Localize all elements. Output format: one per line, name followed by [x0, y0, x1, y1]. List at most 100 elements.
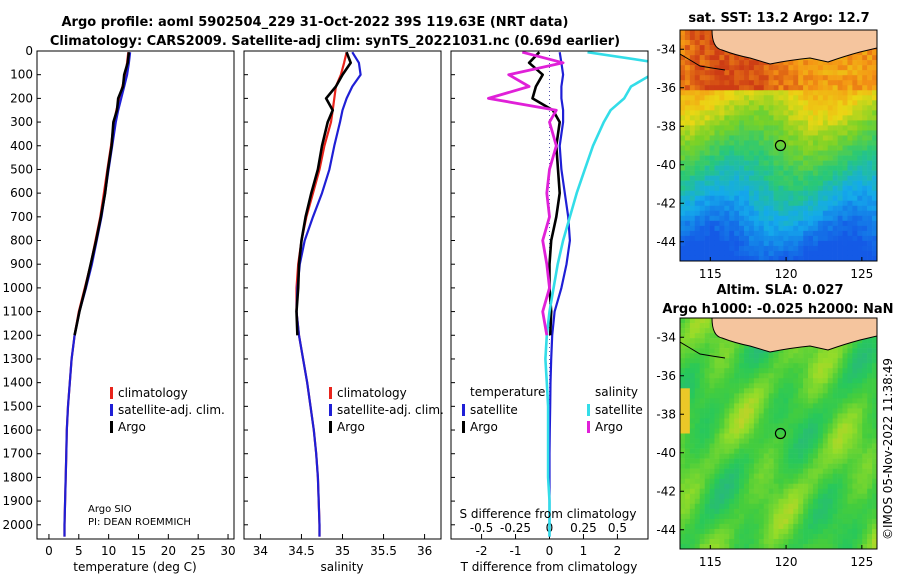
- map-cell: [803, 245, 809, 252]
- map-cell: [734, 215, 740, 222]
- map-cell: [793, 388, 799, 394]
- map-cell: [694, 95, 700, 101]
- map-cell: [812, 180, 819, 186]
- map-cell: [744, 175, 750, 181]
- map-cell: [832, 255, 838, 261]
- map-cell: [753, 125, 760, 131]
- map-cell: [857, 195, 863, 202]
- map-cell: [812, 403, 819, 409]
- map-cell: [724, 538, 730, 545]
- map-cell: [758, 185, 765, 191]
- map-cell: [773, 393, 779, 399]
- map-cell: [694, 180, 700, 186]
- map-cell: [748, 160, 755, 166]
- map-cell: [857, 383, 863, 389]
- map-cell: [808, 513, 814, 520]
- map-cell: [852, 255, 858, 261]
- map-cell: [808, 363, 814, 369]
- series-line-argo: [73, 52, 131, 336]
- map-cell: [704, 145, 710, 151]
- map-cell: [788, 468, 794, 474]
- map-cell: [748, 483, 755, 490]
- map-cell: [822, 393, 829, 399]
- map-cell: [739, 468, 745, 474]
- map-cell: [763, 523, 769, 530]
- map-cell: [803, 383, 809, 389]
- map-cell: [867, 378, 873, 384]
- map-cell: [768, 195, 774, 202]
- map-cell: [724, 508, 730, 515]
- map-cell: [778, 418, 784, 424]
- map-cell: [842, 185, 848, 191]
- map-cell: [798, 70, 804, 76]
- map-cell: [788, 473, 794, 479]
- map-cell: [734, 453, 740, 459]
- map-cell: [773, 225, 779, 232]
- map-cell: [778, 180, 784, 186]
- map-cell: [817, 215, 824, 222]
- map-cell: [803, 408, 809, 414]
- map-cell: [822, 255, 829, 261]
- map-cell: [714, 145, 720, 151]
- map-cell: [827, 458, 833, 464]
- map-cell: [832, 523, 838, 530]
- map-cell: [684, 215, 691, 222]
- map-cell: [694, 353, 700, 359]
- map-cell: [758, 538, 765, 545]
- map-cell: [753, 250, 760, 257]
- map-cell: [709, 100, 715, 106]
- map-cell: [719, 170, 725, 176]
- map-cell: [724, 125, 730, 131]
- map-cell: [734, 443, 740, 449]
- map-cell: [714, 245, 720, 252]
- map-cell: [872, 115, 877, 121]
- map-cell: [714, 110, 720, 116]
- map-cell: [734, 393, 740, 399]
- map-cell: [788, 200, 794, 207]
- map-cell: [744, 483, 750, 490]
- map-cell: [748, 423, 755, 429]
- ytick-label: 1100: [2, 305, 33, 319]
- map-cell: [734, 368, 740, 374]
- map-cell: [753, 363, 760, 369]
- diff-legend-s-argo-label: Argo: [595, 420, 623, 434]
- map-cell: [857, 255, 863, 261]
- map-cell: [734, 60, 740, 66]
- map-cell: [827, 418, 833, 424]
- map-cell: [739, 408, 745, 414]
- map-cell: [729, 170, 735, 176]
- map-cell: [684, 383, 691, 389]
- map-cell: [714, 150, 720, 156]
- map-cell: [837, 235, 843, 242]
- map-cell: [842, 398, 848, 404]
- map-cell: [748, 145, 755, 151]
- map-cell: [753, 135, 760, 141]
- map-cell: [744, 115, 750, 121]
- map-cell: [699, 65, 705, 71]
- map-cell: [724, 353, 730, 359]
- map-cell: [734, 353, 740, 359]
- map-cell: [793, 373, 799, 379]
- map-cell: [862, 503, 868, 510]
- map-cell: [847, 383, 853, 389]
- map-cell: [783, 433, 789, 439]
- map-cell: [773, 353, 779, 359]
- map-cell: [758, 80, 765, 86]
- map-cell: [803, 443, 809, 449]
- map-cell: [729, 245, 735, 252]
- map-cell: [778, 215, 784, 222]
- map-cell: [758, 225, 765, 232]
- map-cell: [684, 100, 691, 106]
- map-cell: [783, 353, 789, 359]
- map-cell: [768, 115, 774, 121]
- map-cell: [778, 90, 784, 96]
- map-cell: [827, 498, 833, 505]
- map-cell: [729, 453, 735, 459]
- map-cell: [798, 100, 804, 106]
- map-cell: [847, 368, 853, 374]
- map-cell: [827, 130, 833, 136]
- map-cell: [798, 438, 804, 444]
- sla-map-box: [679, 317, 878, 550]
- map-cell: [763, 528, 769, 535]
- map-cell: [798, 538, 804, 545]
